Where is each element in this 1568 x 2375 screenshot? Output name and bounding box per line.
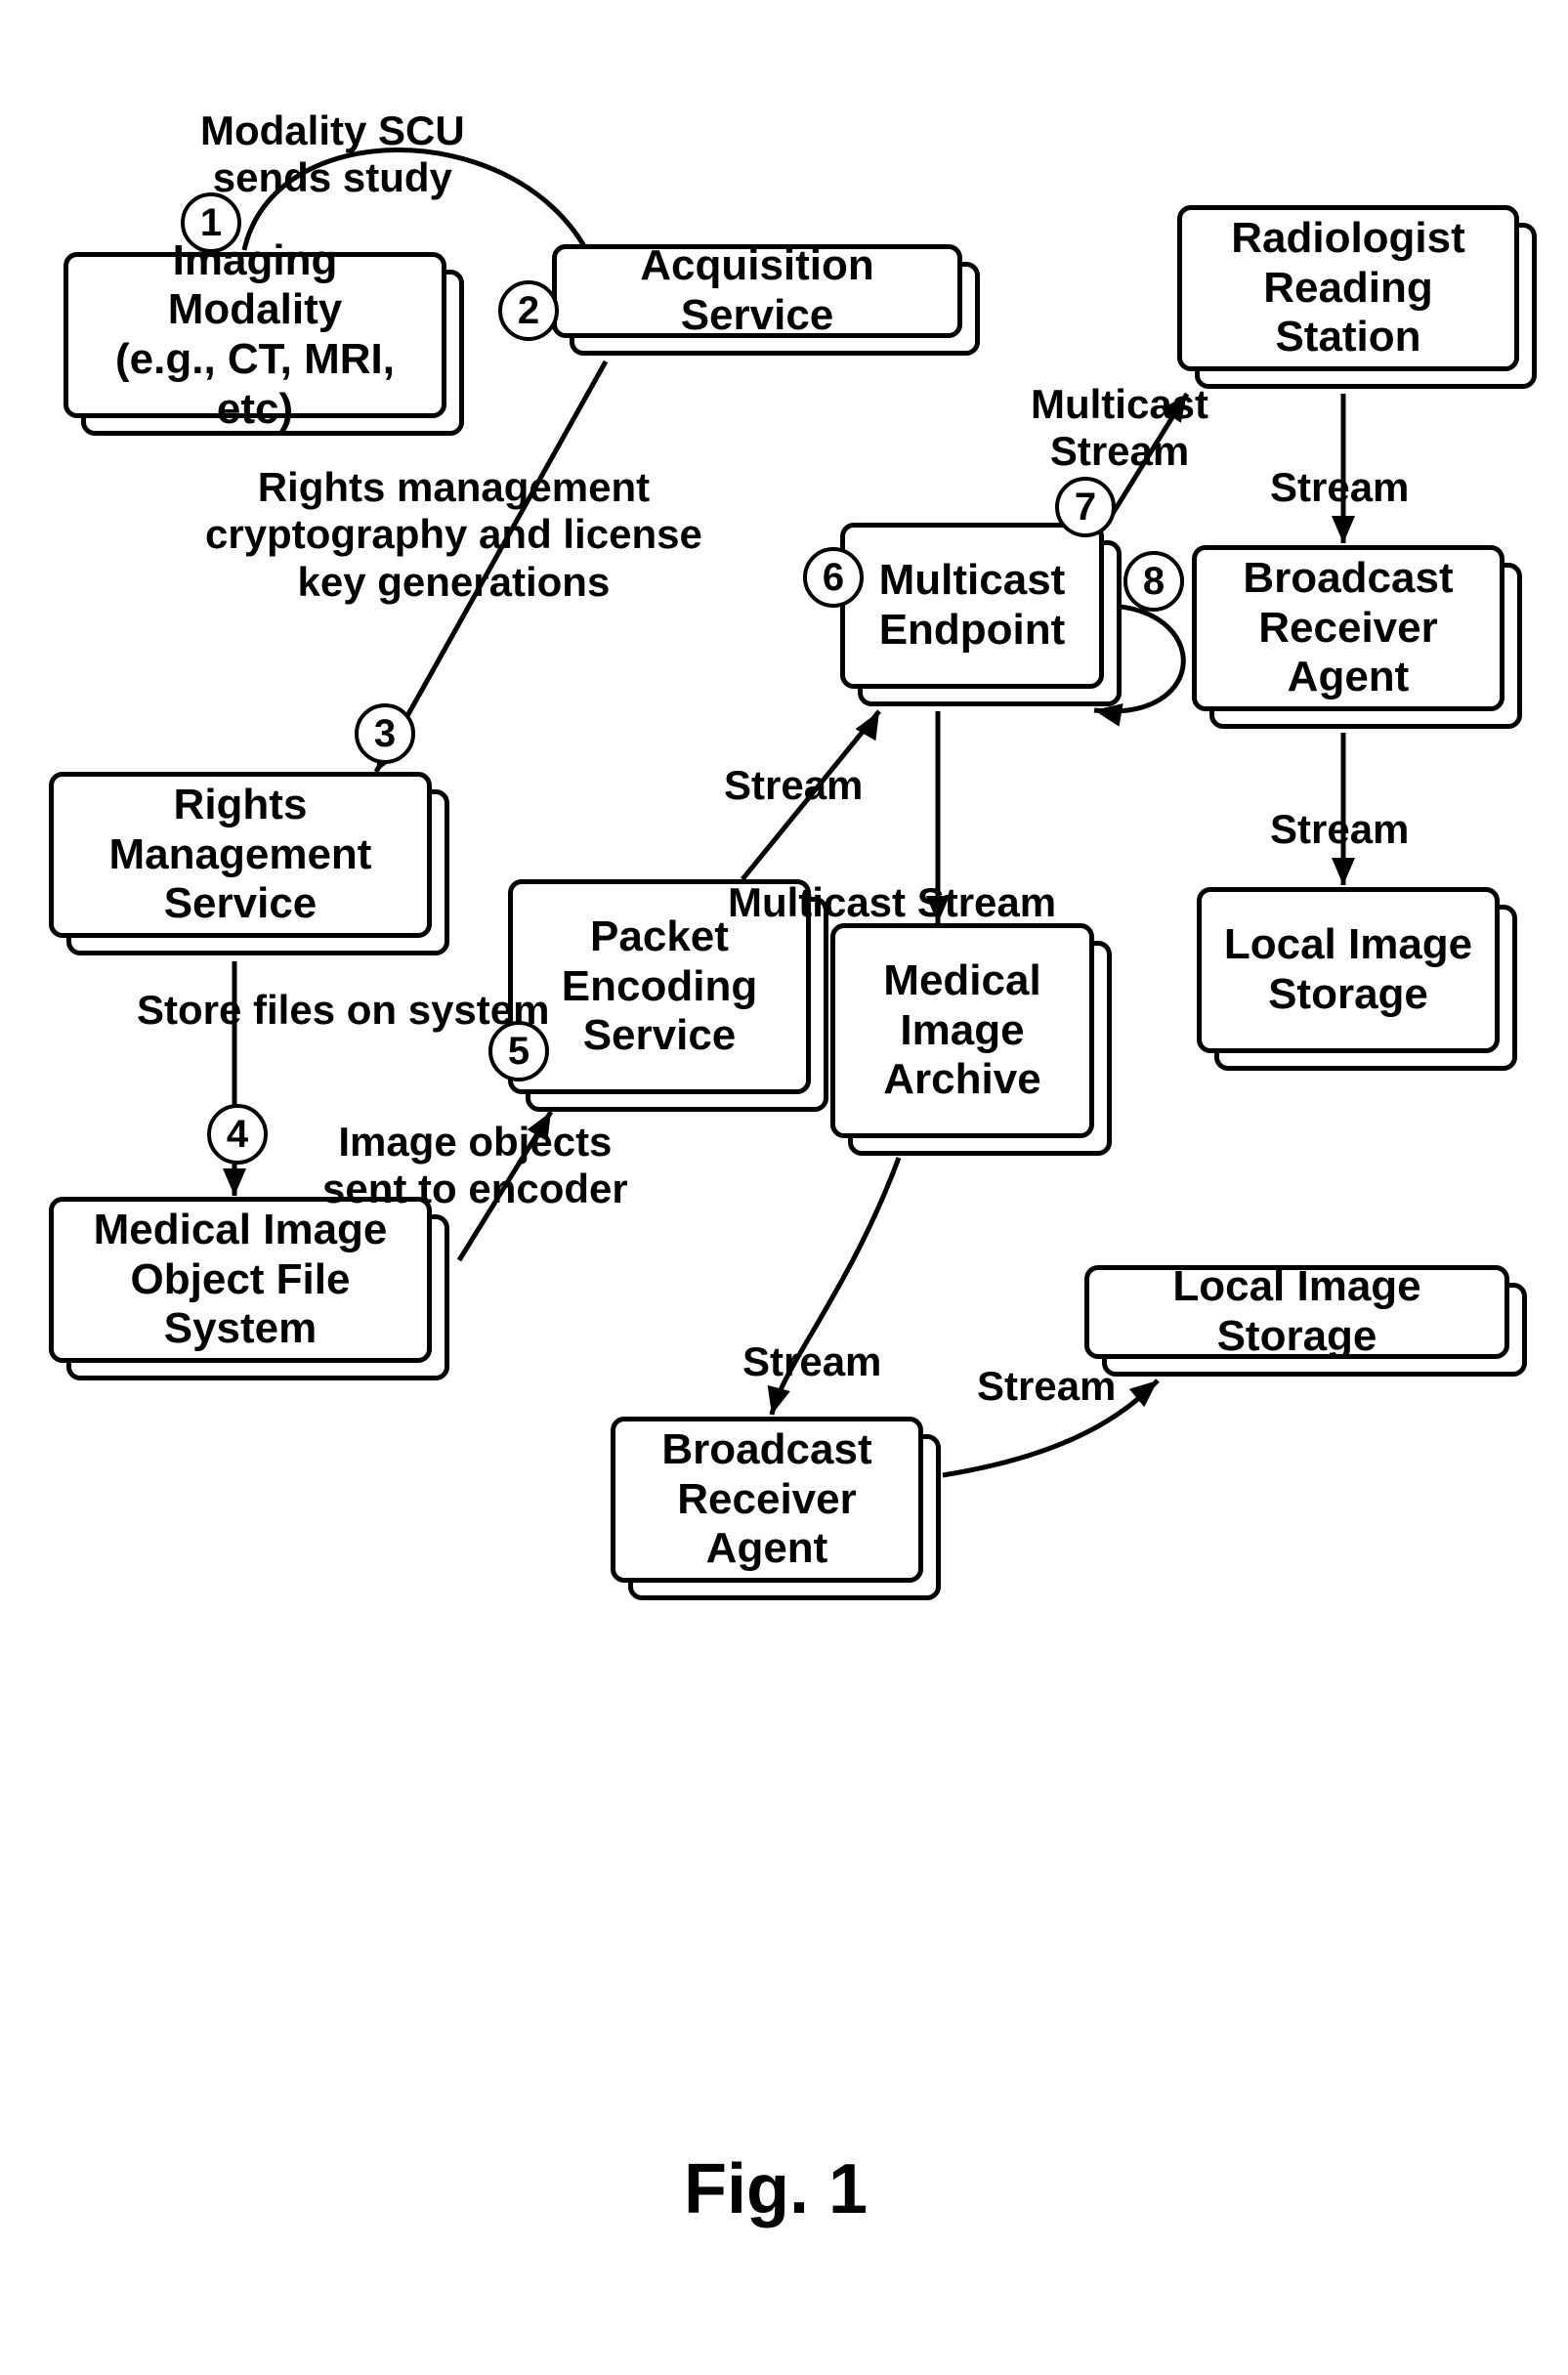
node-label: Multicast Endpoint	[840, 523, 1104, 689]
node-local-img-top: Local Image Storage	[1197, 887, 1517, 1071]
node-label: Broadcast Receiver Agent	[611, 1417, 923, 1583]
step-badge-8: 8	[1123, 551, 1184, 612]
edge-label-stream-arch-bra: Stream	[742, 1338, 881, 1385]
node-label: Local Image Storage	[1197, 887, 1500, 1053]
arrowhead-icon	[768, 1385, 790, 1415]
step-badge-6: 6	[803, 547, 864, 608]
node-label: Local Image Storage	[1084, 1265, 1509, 1359]
node-imaging-modality: Imaging Modality (e.g., CT, MRI, etc)	[64, 252, 464, 436]
arrowhead-icon	[223, 1168, 246, 1196]
node-radiologist-station: Radiologist Reading Station	[1177, 205, 1537, 389]
arrowhead-icon	[1332, 858, 1355, 885]
arrowhead-icon	[1129, 1380, 1158, 1407]
edge-label-stream-pe-me: Stream	[724, 762, 863, 809]
node-label: Medical Image Archive	[830, 923, 1094, 1138]
node-bcast-rx-agent-top: Broadcast Receiver Agent	[1192, 545, 1522, 729]
node-label: Radiologist Reading Station	[1177, 205, 1519, 371]
figure-caption: Fig. 1	[684, 2149, 868, 2229]
edge-label-modality-scu: Modality SCU sends study	[200, 107, 465, 202]
edge-label-rights-mgmt-keys: Rights management cryptography and licen…	[205, 464, 702, 606]
node-label: Imaging Modality (e.g., CT, MRI, etc)	[64, 252, 446, 418]
node-label: Acquisition Service	[552, 244, 962, 338]
arrowhead-icon	[1094, 703, 1123, 727]
node-multicast-endpoint: Multicast Endpoint	[840, 523, 1122, 706]
edge-label-stream-rad-bra: Stream	[1270, 464, 1409, 511]
node-label: Broadcast Receiver Agent	[1192, 545, 1504, 711]
node-rights-mgmt-service: Rights Management Service	[49, 772, 449, 955]
step-badge-1: 1	[181, 192, 241, 253]
edge-label-store-files: Store files on system	[137, 987, 549, 1034]
node-acquisition-service: Acquisition Service	[552, 244, 980, 356]
step-badge-2: 2	[498, 280, 559, 341]
node-label: Medical Image Object File System	[49, 1197, 432, 1363]
node-local-img-bot: Local Image Storage	[1084, 1265, 1527, 1377]
step-badge-3: 3	[355, 703, 415, 764]
step-badge-7: 7	[1055, 477, 1116, 537]
node-med-img-archive: Medical Image Archive	[830, 923, 1112, 1156]
edge-label-stream-bra-loc: Stream	[1270, 806, 1409, 853]
diagram-canvas: Fig. 1 Imaging Modality (e.g., CT, MRI, …	[0, 0, 1568, 2375]
node-bcast-rx-agent-bot: Broadcast Receiver Agent	[611, 1417, 941, 1600]
edge-label-multicast-stream-rad: Multicast Stream	[1031, 381, 1208, 476]
arrowhead-icon	[856, 711, 879, 741]
edge-label-multicast-stream-arch: Multicast Stream	[728, 879, 1056, 926]
edge-label-stream-bra-loc2: Stream	[977, 1363, 1116, 1410]
edge-label-img-obj-encoder: Image objects sent to encoder	[322, 1119, 628, 1213]
arrowhead-icon	[1332, 516, 1355, 543]
node-label: Rights Management Service	[49, 772, 432, 938]
node-med-img-obj-fs: Medical Image Object File System	[49, 1197, 449, 1380]
step-badge-5: 5	[488, 1021, 549, 1081]
step-badge-4: 4	[207, 1104, 268, 1165]
